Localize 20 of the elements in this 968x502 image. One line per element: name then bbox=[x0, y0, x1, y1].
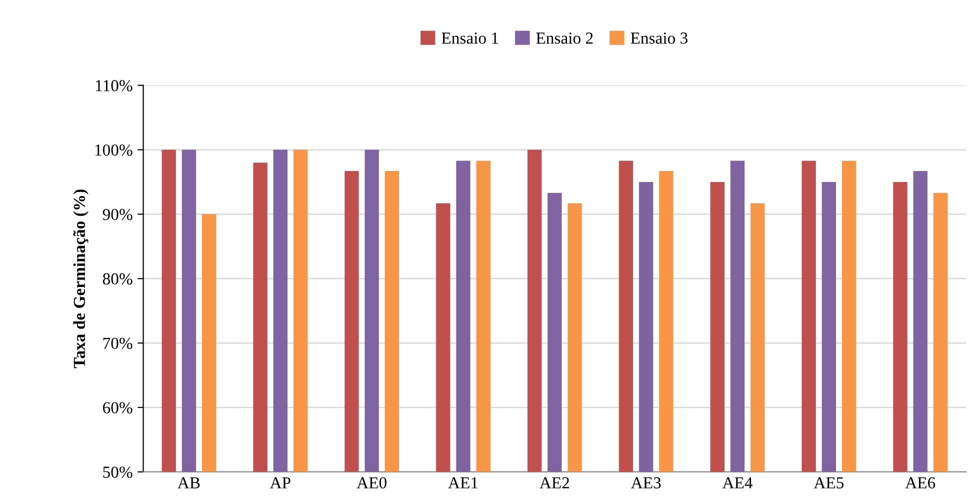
y-tick-label: 100% bbox=[95, 144, 132, 156]
x-tick-label: AE6 bbox=[905, 477, 936, 488]
x-tick-label: AE3 bbox=[630, 477, 661, 488]
x-tick-label: AP bbox=[270, 477, 290, 488]
x-tick-label: AB bbox=[178, 477, 200, 488]
x-tick-label: AE1 bbox=[448, 477, 478, 488]
legend-label: Ensaio 1 bbox=[442, 32, 498, 44]
x-tick-label: AE4 bbox=[722, 477, 753, 488]
x-tick-label: AE0 bbox=[356, 477, 386, 488]
y-tick-label: 50% bbox=[103, 466, 132, 478]
legend-label: Ensaio 3 bbox=[630, 32, 688, 44]
x-tick-label: AE2 bbox=[540, 477, 570, 488]
y-tick-label: 90% bbox=[102, 208, 132, 220]
x-tick-label: AE5 bbox=[814, 477, 844, 488]
y-axis-title: Taxa de Germinação (%) bbox=[73, 190, 88, 368]
legend-label: Ensaio 2 bbox=[536, 32, 593, 44]
y-tick-label: 110% bbox=[96, 80, 132, 92]
y-tick-label: 60% bbox=[103, 402, 132, 414]
y-tick-label: 70% bbox=[103, 338, 132, 350]
y-tick-label: 80% bbox=[102, 273, 132, 285]
